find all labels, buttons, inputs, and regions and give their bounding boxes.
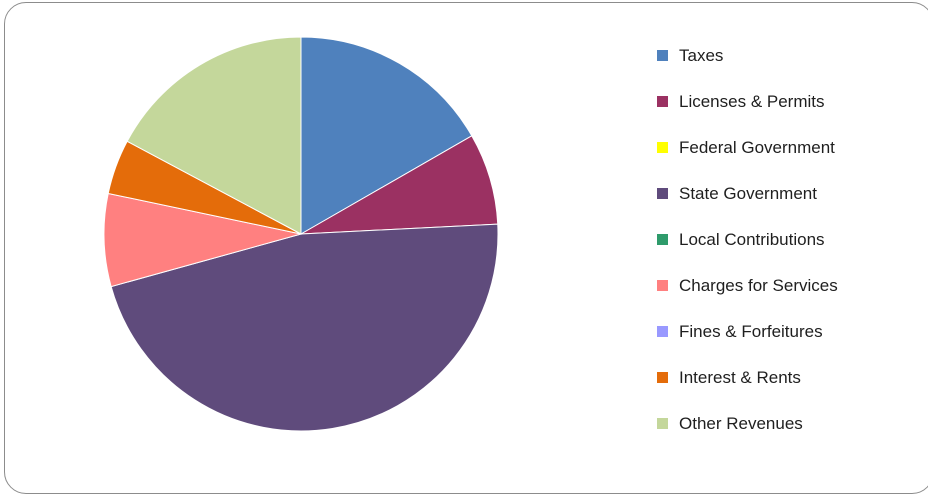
legend-item-local-contributions: Local Contributions bbox=[657, 228, 838, 251]
legend-swatch bbox=[657, 96, 668, 107]
legend-swatch bbox=[657, 142, 668, 153]
legend-swatch bbox=[657, 372, 668, 383]
legend-swatch bbox=[657, 418, 668, 429]
legend-swatch bbox=[657, 188, 668, 199]
chart-legend: Taxes Licenses & Permits Federal Governmen… bbox=[657, 44, 838, 458]
pie-slice-state-government bbox=[110, 223, 499, 432]
legend-swatch bbox=[657, 280, 668, 291]
legend-item-licenses-and-permits: Licenses & Permits bbox=[657, 90, 838, 113]
legend-item-state-government: State Government bbox=[657, 182, 838, 205]
legend-label: Taxes bbox=[679, 45, 724, 65]
legend-label: Licenses & Permits bbox=[679, 91, 825, 111]
legend-label: State Government bbox=[679, 183, 817, 203]
legend-label: Fines & Forfeitures bbox=[679, 321, 823, 341]
legend-swatch bbox=[657, 234, 668, 245]
legend-label: Charges for Services bbox=[679, 275, 838, 295]
legend-label: Local Contributions bbox=[679, 229, 825, 249]
pie-slice-charges-for-services bbox=[103, 192, 302, 288]
legend-swatch bbox=[657, 50, 668, 61]
legend-label: Federal Government bbox=[679, 137, 835, 157]
legend-item-other-revenues: Other Revenues bbox=[657, 412, 838, 435]
legend-label: Interest & Rents bbox=[679, 367, 801, 387]
pie-slice-other-revenues bbox=[126, 36, 302, 235]
legend-label: Other Revenues bbox=[679, 413, 803, 433]
legend-item-taxes: Taxes bbox=[657, 44, 838, 67]
legend-item-interest-and-rents: Interest & Rents bbox=[657, 366, 838, 389]
pie-slice-taxes bbox=[300, 36, 473, 235]
legend-item-charges-for-services: Charges for Services bbox=[657, 274, 838, 297]
legend-swatch bbox=[657, 326, 668, 337]
legend-item-fines-and-forfeitures: Fines & Forfeitures bbox=[657, 320, 838, 343]
legend-item-federal-government: Federal Government bbox=[657, 136, 838, 159]
